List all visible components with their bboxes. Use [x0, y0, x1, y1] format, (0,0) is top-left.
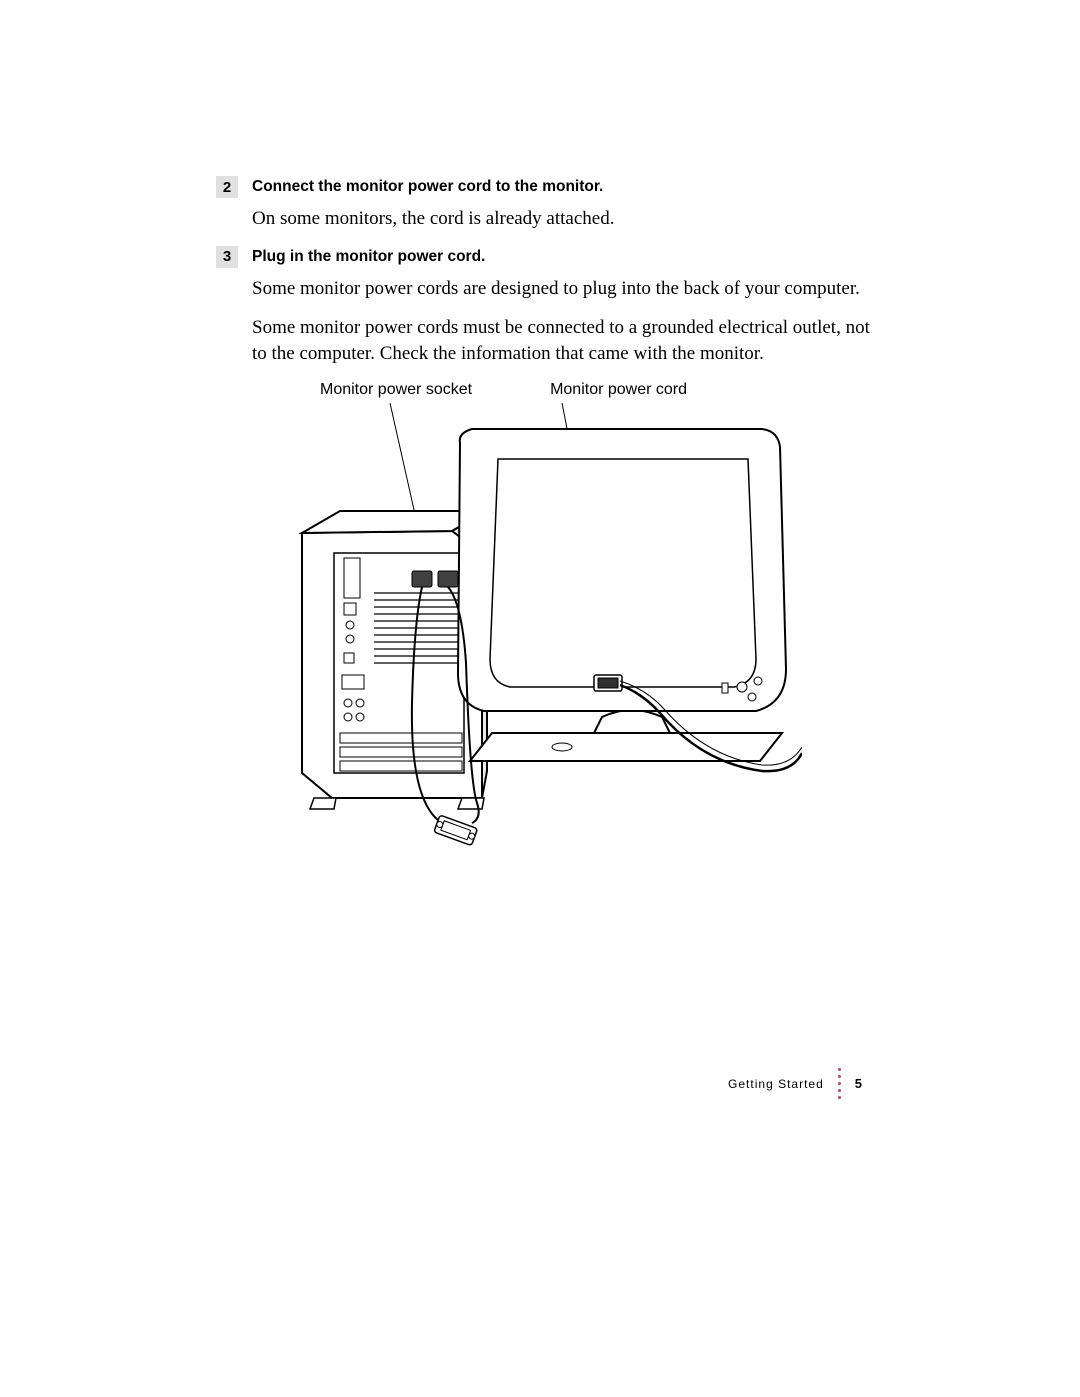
figure: Monitor power socket Monitor power cord [262, 381, 822, 868]
step-2-paragraph-1: On some monitors, the cord is already at… [252, 206, 872, 232]
step-2-header: 2 Connect the monitor power cord to the … [252, 176, 872, 198]
illustration-computer-monitor [262, 403, 802, 863]
step-3-paragraph-1: Some monitor power cords are designed to… [252, 276, 872, 302]
step-number: 2 [223, 179, 231, 196]
page-footer: Getting Started 5 [728, 1068, 862, 1099]
figure-callouts: Monitor power socket Monitor power cord [262, 381, 822, 399]
step-number: 3 [223, 248, 231, 265]
step-number-box: 3 [216, 246, 238, 268]
step-number-box: 2 [216, 176, 238, 198]
callout-monitor-power-cord: Monitor power cord [550, 381, 687, 399]
step-title: Plug in the monitor power cord. [252, 246, 485, 268]
footer-section-label: Getting Started [728, 1077, 824, 1091]
step-3-header: 3 Plug in the monitor power cord. [252, 246, 872, 268]
callout-monitor-power-socket: Monitor power socket [320, 381, 472, 399]
page-content: 2 Connect the monitor power cord to the … [252, 176, 872, 868]
step-3-paragraph-2: Some monitor power cords must be connect… [252, 315, 872, 366]
footer-dots-icon [838, 1068, 841, 1099]
footer-page-number: 5 [855, 1076, 862, 1091]
crt-monitor-icon [458, 429, 786, 761]
step-title: Connect the monitor power cord to the mo… [252, 176, 603, 198]
